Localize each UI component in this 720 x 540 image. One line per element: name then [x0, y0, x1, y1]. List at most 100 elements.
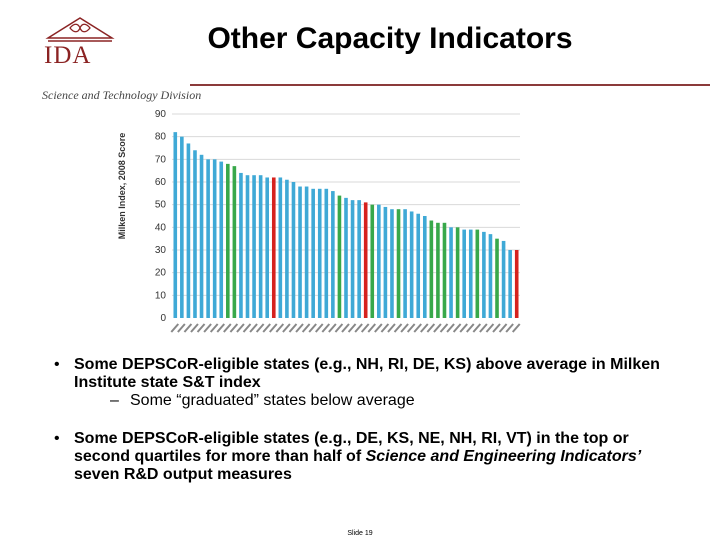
chart-bar: [311, 188, 315, 318]
x-tick-mark: [511, 323, 521, 333]
chart-bar: [252, 175, 256, 318]
x-tick-mark: [400, 323, 409, 333]
x-tick-mark: [203, 323, 212, 333]
chart-bar: [501, 240, 506, 318]
x-tick-mark: [505, 323, 514, 333]
logo-house-icon: [45, 17, 115, 42]
chart-bar: [199, 154, 204, 318]
x-tick-mark: [492, 323, 501, 333]
sub-bullet-dash: –: [110, 392, 119, 409]
chart-bar: [455, 227, 460, 318]
y-tick-label: 20: [155, 268, 167, 279]
x-tick-mark: [452, 323, 462, 333]
ida-logo: [40, 14, 120, 72]
chart-bar: [186, 143, 191, 318]
x-tick-mark: [439, 323, 449, 333]
bullet-dot: •: [54, 430, 60, 447]
x-tick-mark: [380, 323, 390, 333]
x-tick-mark: [367, 323, 377, 333]
y-tick-label: 90: [155, 109, 167, 120]
chart-bar: [350, 200, 355, 318]
chart-bar: [331, 191, 335, 318]
x-tick-mark: [485, 323, 495, 333]
chart-bar: [317, 188, 322, 318]
chart-bar: [337, 195, 342, 318]
x-tick-mark: [446, 323, 455, 333]
chart-bar: [429, 220, 434, 318]
chart-bar: [390, 209, 394, 318]
x-tick-mark: [374, 323, 383, 333]
x-tick-mark: [196, 323, 206, 333]
slide-title: Other Capacity Indicators: [207, 22, 573, 55]
chart-bar: [475, 229, 480, 318]
chart-bar: [495, 238, 499, 318]
chart-bar: [370, 204, 375, 318]
chart-bar: [488, 234, 493, 318]
x-tick-mark: [459, 323, 468, 333]
x-tick-mark: [472, 323, 482, 333]
x-tick-mark: [295, 323, 304, 333]
bullet-item-1: • Some DEPSCoR-eligible states (e.g., NH…: [36, 356, 686, 410]
chart-bar: [436, 222, 440, 318]
chart-bar: [462, 229, 466, 318]
chart-bar: [245, 175, 250, 318]
chart-bar: [278, 177, 283, 318]
chart-bar: [482, 231, 486, 318]
y-tick-label: 80: [155, 132, 167, 143]
x-tick-mark: [328, 323, 337, 333]
chart-bar: [173, 132, 178, 318]
chart-bar: [377, 204, 381, 318]
y-tick-label: 10: [155, 290, 167, 301]
chart-x-ticks: [170, 323, 521, 333]
chart-bar: [344, 197, 348, 318]
chart-bar: [212, 159, 217, 318]
x-tick-mark: [275, 323, 285, 333]
chart-bar: [304, 186, 309, 318]
chart-bar: [409, 211, 414, 318]
x-tick-mark: [465, 323, 475, 333]
x-tick-mark: [288, 323, 298, 333]
sub-bullet-1-text: Some “graduated” states below average: [130, 392, 415, 409]
y-tick-label: 40: [155, 222, 167, 233]
chart-bar: [258, 175, 263, 318]
x-tick-mark: [308, 323, 317, 333]
title-rule: [190, 84, 710, 86]
x-tick-mark: [341, 323, 350, 333]
bullet-item-2: • Some DEPSCoR-eligible states (e.g., DE…: [36, 430, 686, 484]
chart-bar: [514, 250, 519, 318]
x-tick-mark: [354, 323, 363, 333]
x-tick-mark: [262, 323, 271, 333]
x-tick-mark: [177, 323, 186, 333]
chart-bars: [173, 132, 519, 318]
x-tick-mark: [255, 323, 265, 333]
x-tick-mark: [236, 323, 245, 333]
x-tick-mark: [229, 323, 239, 333]
bullet-1-text: Some DEPSCoR-eligible states (e.g., NH, …: [74, 356, 660, 391]
chart-bar: [219, 161, 224, 318]
slide-number: Slide 19: [347, 530, 373, 537]
chart-bar: [180, 136, 184, 318]
bullet-list: • Some DEPSCoR-eligible states (e.g., NH…: [36, 356, 686, 504]
x-tick-mark: [209, 323, 219, 333]
chart-bar: [363, 202, 368, 318]
chart-bar: [383, 206, 388, 318]
chart-bar: [324, 188, 329, 318]
chart-bar: [226, 163, 230, 318]
x-tick-mark: [426, 323, 436, 333]
x-tick-mark: [479, 323, 488, 333]
bullet-2-text-before: Some DEPSCoR-eligible states (e.g., DE, …: [74, 430, 629, 465]
chart-y-ticks: 0 10 20 30 40 50 60 70 80 90: [155, 109, 167, 324]
chart-bar: [291, 182, 296, 318]
x-tick-mark: [223, 323, 232, 333]
x-tick-mark: [413, 323, 422, 333]
chart-bar: [285, 179, 289, 318]
x-tick-mark: [282, 323, 291, 333]
chart-bar: [442, 222, 447, 318]
x-tick-mark: [433, 323, 442, 333]
x-tick-mark: [420, 323, 429, 333]
x-tick-mark: [498, 323, 508, 333]
y-tick-label: 60: [155, 177, 167, 188]
chart-bar: [265, 177, 270, 318]
x-tick-mark: [216, 323, 226, 333]
x-tick-mark: [393, 323, 403, 333]
